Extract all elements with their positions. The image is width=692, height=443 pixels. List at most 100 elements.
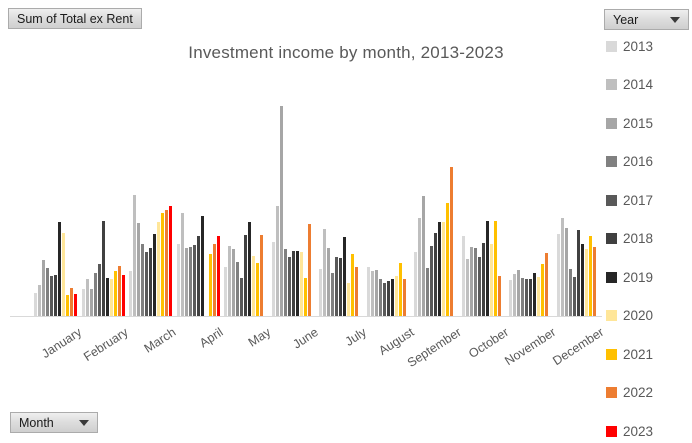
bar-2017-june bbox=[287, 257, 291, 316]
bar-2021-july bbox=[351, 254, 355, 316]
bar-2023-april bbox=[216, 236, 220, 316]
bar-2015-november bbox=[517, 270, 521, 316]
bar-2016-june bbox=[283, 249, 287, 316]
bar-2019-february bbox=[105, 278, 109, 316]
bar-2020-february bbox=[109, 279, 113, 316]
bar-2017-april bbox=[192, 245, 196, 316]
bar-2013-january bbox=[34, 293, 38, 316]
bar-2016-august bbox=[378, 279, 382, 316]
bar-2018-october bbox=[481, 243, 485, 316]
bar-2020-november bbox=[537, 277, 541, 316]
bar-2019-november bbox=[533, 273, 537, 316]
bar-2021-december bbox=[588, 236, 592, 316]
bar-2022-october bbox=[497, 276, 501, 316]
legend-swatch-2019 bbox=[606, 271, 617, 283]
bar-2014-march bbox=[133, 195, 137, 316]
bar-2014-december bbox=[560, 218, 564, 316]
chart-title: Investment income by month, 2013-2023 bbox=[188, 43, 504, 62]
bar-2018-september bbox=[434, 233, 438, 316]
month-field-label: Month bbox=[19, 415, 54, 430]
bar-2013-july bbox=[319, 269, 323, 316]
bar-2016-march bbox=[141, 244, 145, 316]
bar-2019-january bbox=[58, 222, 62, 316]
legend-swatch-2023 bbox=[606, 425, 617, 437]
bar-2018-july bbox=[339, 258, 343, 316]
bar-2023-january bbox=[74, 294, 78, 316]
bar-2015-april bbox=[184, 248, 188, 316]
bar-2021-september bbox=[446, 203, 450, 316]
bar-2018-december bbox=[576, 230, 580, 316]
legend-label-2014: 2014 bbox=[623, 77, 654, 92]
bar-2021-may bbox=[256, 263, 260, 316]
bar-2021-april bbox=[208, 254, 212, 316]
bar-2015-may bbox=[232, 249, 236, 316]
bar-2022-november bbox=[545, 253, 549, 316]
legend-label-2019: 2019 bbox=[623, 269, 654, 285]
legend-item-2018: 2018 bbox=[606, 231, 653, 247]
bar-2022-june bbox=[307, 224, 311, 316]
bar-2013-october bbox=[461, 236, 465, 316]
bar-2022-march bbox=[165, 210, 169, 316]
bar-2021-august bbox=[398, 263, 402, 316]
bar-2014-june bbox=[275, 206, 279, 316]
bar-2015-june bbox=[279, 106, 283, 316]
bar-2019-august bbox=[390, 279, 394, 316]
bar-2021-february bbox=[113, 271, 117, 316]
bar-2017-may bbox=[240, 278, 244, 316]
legend-swatch-2017 bbox=[606, 194, 617, 206]
bar-2016-may bbox=[236, 262, 240, 316]
bar-2016-february bbox=[93, 273, 97, 316]
bar-2013-november bbox=[509, 280, 513, 316]
bar-2022-february bbox=[117, 266, 121, 316]
bar-2015-october bbox=[469, 247, 473, 316]
bar-2013-february bbox=[81, 289, 85, 316]
legend-item-2020: 2020 bbox=[606, 308, 653, 324]
bar-2017-december bbox=[572, 277, 576, 316]
bar-2013-may bbox=[224, 267, 228, 316]
legend-item-2013: 2013 bbox=[606, 38, 653, 54]
bar-2019-june bbox=[295, 251, 299, 316]
legend-swatch-2015 bbox=[606, 117, 617, 129]
bar-2020-august bbox=[394, 276, 398, 316]
bar-2020-june bbox=[299, 252, 303, 316]
bar-2013-december bbox=[556, 234, 560, 316]
bar-2014-february bbox=[85, 279, 89, 316]
bar-2017-october bbox=[477, 257, 481, 316]
bar-2015-march bbox=[137, 223, 141, 316]
bar-2022-january bbox=[70, 288, 74, 316]
bar-2021-june bbox=[303, 278, 307, 316]
legend: 2013 2014 2015 2016 2017 2018 2019 2020 2021 2022… bbox=[606, 0, 692, 443]
year-field-button[interactable]: Year bbox=[604, 9, 689, 30]
bar-2019-october bbox=[485, 221, 489, 316]
bar-2021-october bbox=[493, 221, 497, 316]
legend-item-2022: 2022 bbox=[606, 385, 653, 401]
legend-item-2015: 2015 bbox=[606, 115, 653, 131]
legend-label-2013: 2013 bbox=[623, 38, 654, 54]
bar-2022-april bbox=[212, 244, 216, 316]
value-field-label: Sum of Total ex Rent bbox=[17, 11, 133, 26]
bar-2021-january bbox=[66, 295, 70, 316]
legend-swatch-2018 bbox=[606, 233, 617, 244]
legend-label-2018: 2018 bbox=[623, 231, 654, 246]
bar-2017-august bbox=[382, 283, 386, 316]
bar-2020-october bbox=[489, 244, 493, 316]
bar-2017-september bbox=[430, 246, 434, 316]
bar-2018-april bbox=[196, 236, 200, 316]
bar-2019-may bbox=[248, 222, 252, 316]
bar-2017-march bbox=[145, 252, 149, 316]
bar-2014-april bbox=[180, 213, 184, 316]
bar-2018-may bbox=[244, 235, 248, 316]
legend-swatch-2020 bbox=[606, 310, 617, 321]
legend-item-2019: 2019 bbox=[606, 269, 653, 285]
bar-2020-december bbox=[584, 249, 588, 316]
bar-2021-november bbox=[541, 264, 545, 316]
bar-2016-october bbox=[473, 248, 477, 316]
legend-item-2016: 2016 bbox=[606, 154, 653, 170]
month-field-button[interactable]: Month bbox=[10, 412, 98, 433]
bar-2016-december bbox=[568, 269, 572, 316]
legend-label-2016: 2016 bbox=[623, 154, 654, 169]
bar-2015-august bbox=[374, 270, 378, 316]
bar-2019-march bbox=[153, 234, 157, 316]
value-field-button[interactable]: Sum of Total ex Rent bbox=[8, 8, 142, 29]
bar-2013-march bbox=[129, 271, 133, 316]
